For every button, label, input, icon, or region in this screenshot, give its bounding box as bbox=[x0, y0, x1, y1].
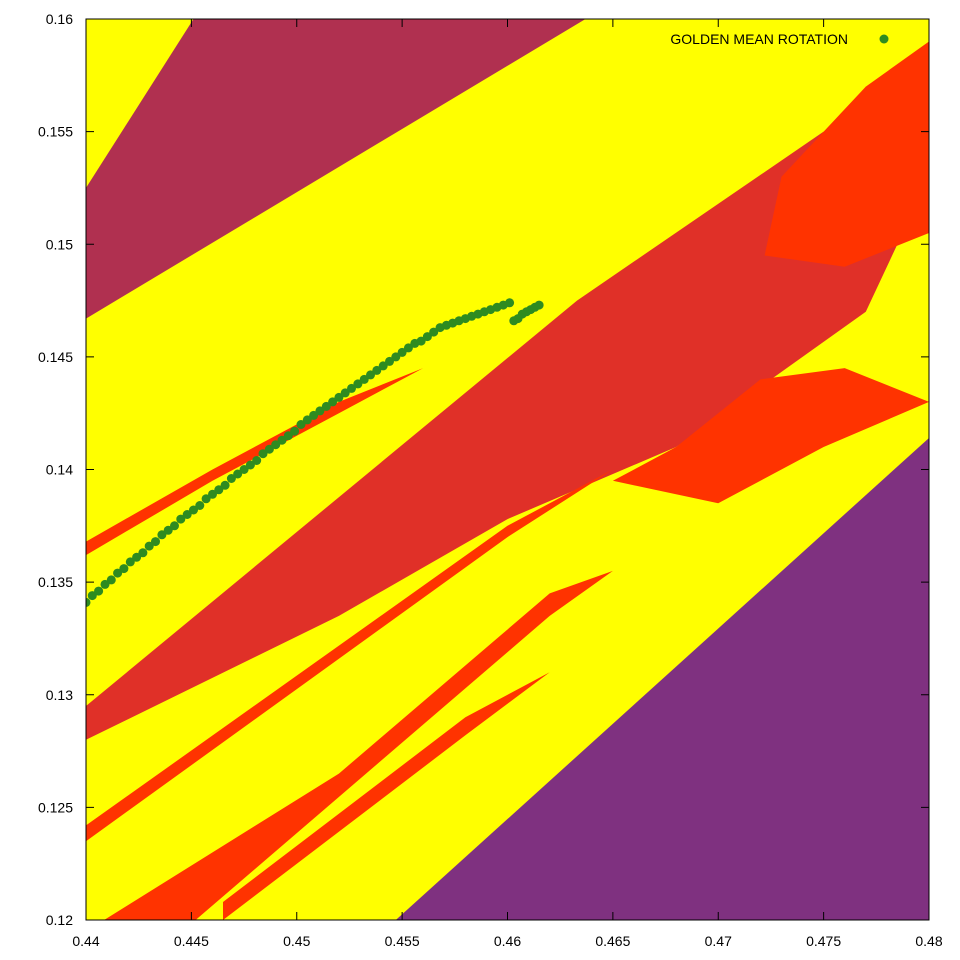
data-point bbox=[505, 298, 515, 308]
data-point bbox=[372, 365, 382, 375]
y-tick-label: 0.14 bbox=[46, 462, 73, 478]
data-point bbox=[157, 530, 167, 540]
data-point bbox=[208, 489, 217, 499]
data-point bbox=[391, 352, 401, 362]
data-point bbox=[189, 505, 198, 515]
x-tick-label: 0.47 bbox=[705, 933, 732, 949]
data-point bbox=[422, 332, 432, 342]
data-point bbox=[321, 401, 331, 411]
y-tick-label: 0.125 bbox=[38, 799, 73, 815]
region-central-band bbox=[86, 131, 929, 740]
data-point bbox=[359, 374, 369, 384]
plot-area bbox=[86, 19, 929, 920]
data-point bbox=[334, 392, 344, 402]
y-tick-label: 0.145 bbox=[38, 349, 73, 365]
series-points bbox=[86, 298, 544, 607]
data-point bbox=[347, 383, 356, 393]
data-point bbox=[271, 440, 281, 450]
data-point bbox=[163, 525, 173, 535]
x-tick-label: 0.45 bbox=[283, 933, 310, 949]
x-axis: 0.44 0.445 0.45 0.455 0.46 0.465 0.47 0.475 0.48 bbox=[72, 19, 943, 949]
data-point bbox=[283, 431, 293, 441]
data-point bbox=[119, 564, 129, 574]
data-point bbox=[182, 510, 192, 519]
data-point bbox=[151, 537, 160, 547]
data-point bbox=[138, 548, 148, 558]
data-point bbox=[195, 501, 205, 510]
data-point bbox=[214, 485, 224, 495]
y-tick-label: 0.12 bbox=[46, 912, 73, 928]
x-tick-label: 0.465 bbox=[595, 933, 630, 949]
data-point bbox=[315, 406, 325, 416]
data-point bbox=[277, 435, 287, 445]
data-point bbox=[239, 465, 249, 474]
data-point bbox=[353, 379, 363, 389]
data-point bbox=[125, 557, 135, 567]
data-point bbox=[100, 579, 110, 589]
data-point bbox=[258, 449, 268, 459]
data-point bbox=[220, 480, 230, 490]
data-point bbox=[176, 514, 186, 524]
data-point bbox=[113, 568, 123, 578]
data-point bbox=[385, 356, 394, 366]
y-tick-label: 0.13 bbox=[46, 687, 73, 703]
data-point bbox=[245, 460, 255, 470]
data-point bbox=[290, 426, 300, 436]
data-point bbox=[366, 370, 375, 380]
region-middle-orange-blob bbox=[612, 368, 929, 504]
y-tick-label: 0.16 bbox=[46, 11, 73, 27]
data-point bbox=[233, 469, 243, 479]
data-point bbox=[296, 420, 306, 429]
y-axis: 0.12 0.125 0.13 0.135 0.14 0.145 0.15 0.155 0.16 bbox=[38, 11, 929, 928]
data-point bbox=[170, 521, 179, 531]
data-point bbox=[429, 327, 439, 337]
x-tick-label: 0.455 bbox=[385, 933, 420, 949]
background-regions bbox=[86, 19, 929, 920]
data-point bbox=[302, 415, 312, 425]
region-upper-orange-blob bbox=[764, 41, 929, 267]
data-point bbox=[534, 300, 544, 310]
data-point bbox=[226, 474, 236, 483]
data-point bbox=[397, 347, 407, 357]
data-point bbox=[416, 336, 426, 346]
region-upper-left-band bbox=[86, 19, 586, 319]
y-tick-label: 0.135 bbox=[38, 574, 73, 590]
data-point bbox=[340, 388, 350, 398]
x-tick-label: 0.48 bbox=[915, 933, 942, 949]
data-point bbox=[403, 343, 413, 353]
x-tick-label: 0.445 bbox=[174, 933, 209, 949]
data-point bbox=[86, 597, 91, 607]
legend: GOLDEN MEAN ROTATION bbox=[670, 31, 889, 47]
region-lower-right-band bbox=[395, 438, 929, 920]
data-point bbox=[328, 397, 338, 407]
data-point bbox=[378, 361, 388, 371]
y-tick-label: 0.15 bbox=[46, 236, 73, 252]
y-tick-label: 0.155 bbox=[38, 124, 73, 140]
data-point bbox=[132, 552, 142, 562]
data-point bbox=[94, 586, 104, 596]
data-point bbox=[252, 456, 262, 465]
region-lower-orange-wedge bbox=[86, 570, 613, 920]
data-point bbox=[309, 410, 319, 420]
x-tick-label: 0.475 bbox=[806, 933, 841, 949]
data-point bbox=[144, 541, 154, 551]
data-point bbox=[106, 575, 116, 585]
x-tick-label: 0.44 bbox=[72, 933, 99, 949]
legend-label: GOLDEN MEAN ROTATION bbox=[670, 31, 848, 47]
data-point bbox=[87, 591, 97, 601]
legend-marker bbox=[879, 34, 889, 44]
data-point bbox=[201, 494, 211, 504]
x-tick-label: 0.46 bbox=[494, 933, 521, 949]
data-point bbox=[264, 444, 274, 454]
